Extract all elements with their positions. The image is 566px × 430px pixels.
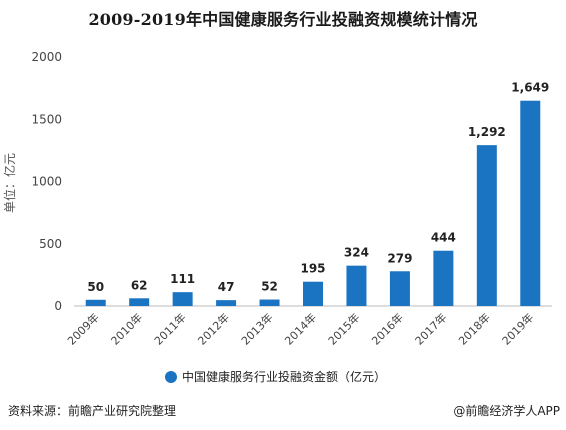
data-label: 279 bbox=[387, 251, 412, 265]
bar bbox=[172, 292, 193, 306]
data-label: 62 bbox=[131, 278, 148, 292]
bar bbox=[129, 298, 150, 306]
data-label: 111 bbox=[170, 272, 195, 286]
bar bbox=[346, 265, 367, 306]
bar bbox=[520, 100, 541, 307]
data-label: 195 bbox=[300, 262, 325, 276]
bar bbox=[216, 300, 237, 306]
data-label: 52 bbox=[261, 280, 278, 294]
bar bbox=[476, 145, 497, 306]
legend: 中国健康服务行业投融资金额（亿元） bbox=[165, 369, 386, 384]
data-label: 324 bbox=[344, 246, 369, 260]
bar bbox=[303, 281, 323, 306]
y-tick-label: 500 bbox=[39, 237, 62, 251]
data-label: 50 bbox=[87, 280, 104, 294]
data-label: 1,292 bbox=[468, 125, 506, 139]
x-tick-label: 2009年 bbox=[64, 310, 101, 347]
x-tick-label: 2014年 bbox=[282, 310, 319, 347]
y-tick-label: 0 bbox=[54, 299, 62, 313]
x-tick-label: 2018年 bbox=[455, 310, 492, 347]
data-label: 47 bbox=[218, 280, 235, 294]
y-tick-label: 1000 bbox=[31, 175, 62, 189]
bar bbox=[259, 299, 280, 306]
bar bbox=[85, 299, 106, 306]
brand-note: @前瞻经济学人APP bbox=[453, 404, 560, 418]
x-tick-label: 2012年 bbox=[195, 310, 232, 347]
x-tick-label: 2013年 bbox=[238, 310, 275, 347]
data-label: 1,649 bbox=[511, 81, 549, 95]
bar bbox=[389, 271, 410, 306]
x-tick-label: 2015年 bbox=[325, 310, 362, 347]
legend-marker bbox=[165, 371, 177, 383]
x-tick-label: 2017年 bbox=[412, 310, 449, 347]
bar bbox=[433, 250, 454, 306]
legend-label: 中国健康服务行业投融资金额（亿元） bbox=[182, 369, 386, 384]
y-axis-label: 单位：亿元 bbox=[2, 153, 17, 213]
y-tick-label: 2000 bbox=[31, 50, 62, 64]
x-tick-label: 2016年 bbox=[369, 310, 406, 347]
data-label: 444 bbox=[431, 231, 456, 245]
x-tick-label: 2011年 bbox=[151, 310, 188, 347]
x-tick-label: 2010年 bbox=[108, 310, 145, 347]
chart-title: 2009-2019年中国健康服务行业投融资规模统计情况 bbox=[88, 10, 478, 29]
x-tick-label: 2019年 bbox=[499, 310, 536, 347]
y-tick-label: 1500 bbox=[31, 112, 62, 126]
source-note: 资料来源：前瞻产业研究院整理 bbox=[8, 404, 177, 418]
